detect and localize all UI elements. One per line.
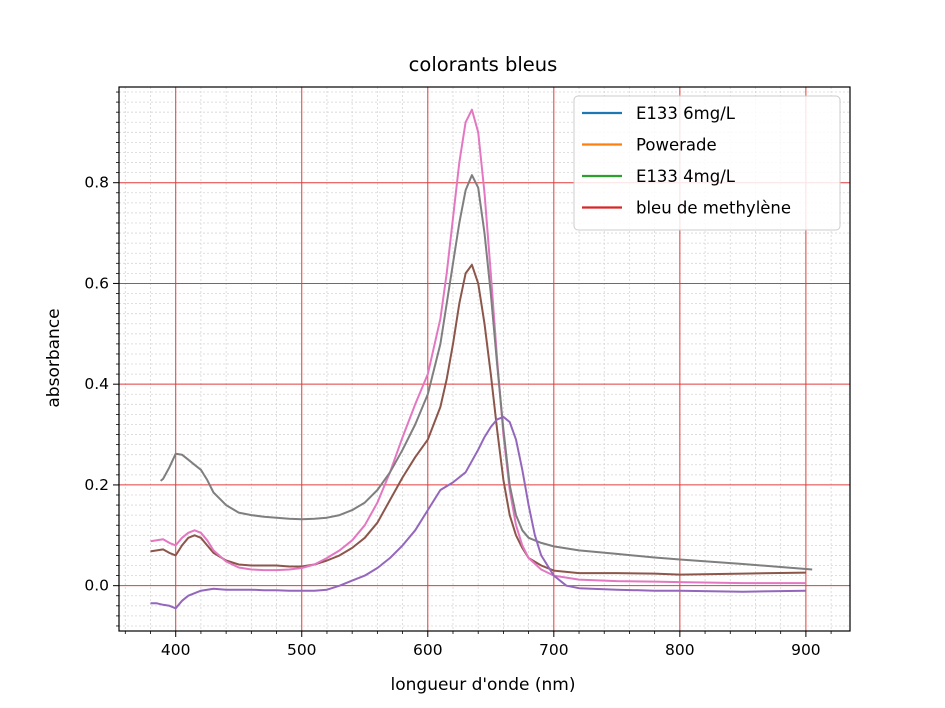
legend: E133 6mg/L Powerade E133 4mg/L bleu de meth… [573, 95, 841, 231]
y-tick-label: 0.2 [84, 476, 109, 494]
y-axis-label: absorbance [44, 308, 64, 407]
y-tick-label: 0.4 [84, 375, 109, 393]
y-tick-label: 0.8 [84, 174, 109, 192]
x-tick-label: 800 [665, 641, 695, 659]
ticks: 400 500 600 700 800 900 0.0 0.2 0.4 0.6 0.8 [84, 91, 832, 659]
chart-title: colorants bleus [409, 53, 558, 76]
x-tick-label: 900 [791, 641, 821, 659]
legend-label: bleu de methylène [636, 199, 791, 218]
legend-label: E133 6mg/L [636, 104, 736, 123]
y-tick-label: 0.0 [84, 577, 109, 595]
x-tick-label: 700 [539, 641, 569, 659]
x-tick-label: 600 [413, 641, 443, 659]
x-tick-label: 400 [161, 641, 191, 659]
series-line-2 [150, 108, 806, 585]
axes-frame [118, 86, 851, 632]
legend-box [573, 95, 841, 231]
x-tick-label: 500 [287, 641, 317, 659]
legend-label: E133 4mg/L [636, 167, 736, 186]
series-group [150, 108, 813, 610]
series-line-4 [150, 415, 806, 610]
y-tick-label: 0.6 [84, 274, 109, 292]
legend-label: Powerade [636, 136, 717, 155]
x-axis-label: longueur d'onde (nm) [391, 675, 576, 695]
